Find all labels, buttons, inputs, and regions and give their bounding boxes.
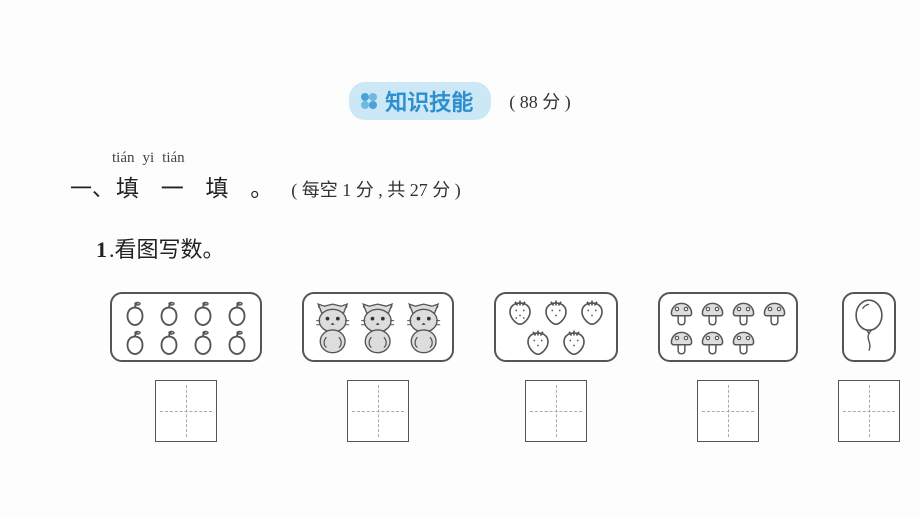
apple-icon bbox=[188, 329, 218, 359]
strawberry-icon bbox=[504, 298, 536, 328]
question-1-line: 一、 填 一 填 。 ( 每空 1 分 , 共 27 分 ) bbox=[70, 169, 461, 203]
apple-icon bbox=[188, 300, 218, 330]
card-balloon bbox=[842, 292, 896, 362]
mushroom-icon bbox=[699, 300, 726, 327]
pinyin-2: yi bbox=[143, 150, 155, 167]
strawberry-icon bbox=[522, 328, 554, 358]
pinyin-row: tián yi tián bbox=[112, 150, 461, 167]
counting-items-row bbox=[110, 292, 900, 442]
sub-question-1-text: .看图写数。 bbox=[109, 237, 225, 262]
header-title: 知识技能 bbox=[385, 85, 473, 117]
clover-icon bbox=[359, 91, 379, 111]
apple-icon bbox=[154, 329, 184, 359]
question-1-chars: 填 一 填 。 bbox=[116, 169, 281, 203]
balloon-icon bbox=[852, 298, 886, 356]
mushroom-icon bbox=[730, 329, 757, 356]
question-1-heading: tián yi tián 一、 填 一 填 。 ( 每空 1 分 , 共 27 … bbox=[70, 150, 461, 203]
card-mushrooms bbox=[658, 292, 798, 362]
question-1-number: 一、 bbox=[70, 171, 114, 203]
sub-question-1: 1.看图写数。 bbox=[96, 232, 225, 264]
cat-icon bbox=[357, 300, 398, 354]
answer-box-strawberries[interactable] bbox=[525, 380, 587, 442]
apple-icon bbox=[222, 329, 252, 359]
header-score: ( 88 分 ) bbox=[509, 88, 571, 114]
strawberry-icon bbox=[540, 298, 572, 328]
mushroom-icon bbox=[668, 329, 695, 356]
item-cats bbox=[302, 292, 454, 442]
pinyin-1: tián bbox=[112, 150, 135, 167]
mushroom-icon bbox=[668, 300, 695, 327]
sub-question-1-number: 1 bbox=[96, 237, 107, 262]
mushroom-icon bbox=[730, 300, 757, 327]
mushroom-icon bbox=[761, 300, 788, 327]
header-pill: 知识技能 bbox=[349, 82, 491, 120]
apple-icon bbox=[120, 300, 150, 330]
strawberry-icon bbox=[576, 298, 608, 328]
question-1-score: ( 每空 1 分 , 共 27 分 ) bbox=[291, 176, 461, 202]
answer-box-mushrooms[interactable] bbox=[697, 380, 759, 442]
card-cats bbox=[302, 292, 454, 362]
apple-icon bbox=[154, 300, 184, 330]
item-apples bbox=[110, 292, 262, 442]
cat-icon bbox=[312, 300, 353, 354]
item-mushrooms bbox=[658, 292, 798, 442]
card-apples bbox=[110, 292, 262, 362]
mushroom-icon bbox=[699, 329, 726, 356]
apple-icon bbox=[120, 329, 150, 359]
answer-box-cats[interactable] bbox=[347, 380, 409, 442]
item-strawberries bbox=[494, 292, 618, 442]
strawberry-icon bbox=[558, 328, 590, 358]
item-balloon bbox=[838, 292, 900, 442]
section-header: 知识技能 ( 88 分 ) bbox=[0, 82, 920, 120]
answer-box-balloon[interactable] bbox=[838, 380, 900, 442]
pinyin-3: tián bbox=[162, 150, 185, 167]
cat-icon bbox=[403, 300, 444, 354]
card-strawberries bbox=[494, 292, 618, 362]
header-inner: 知识技能 ( 88 分 ) bbox=[349, 82, 571, 120]
apple-icon bbox=[222, 300, 252, 330]
answer-box-apples[interactable] bbox=[155, 380, 217, 442]
